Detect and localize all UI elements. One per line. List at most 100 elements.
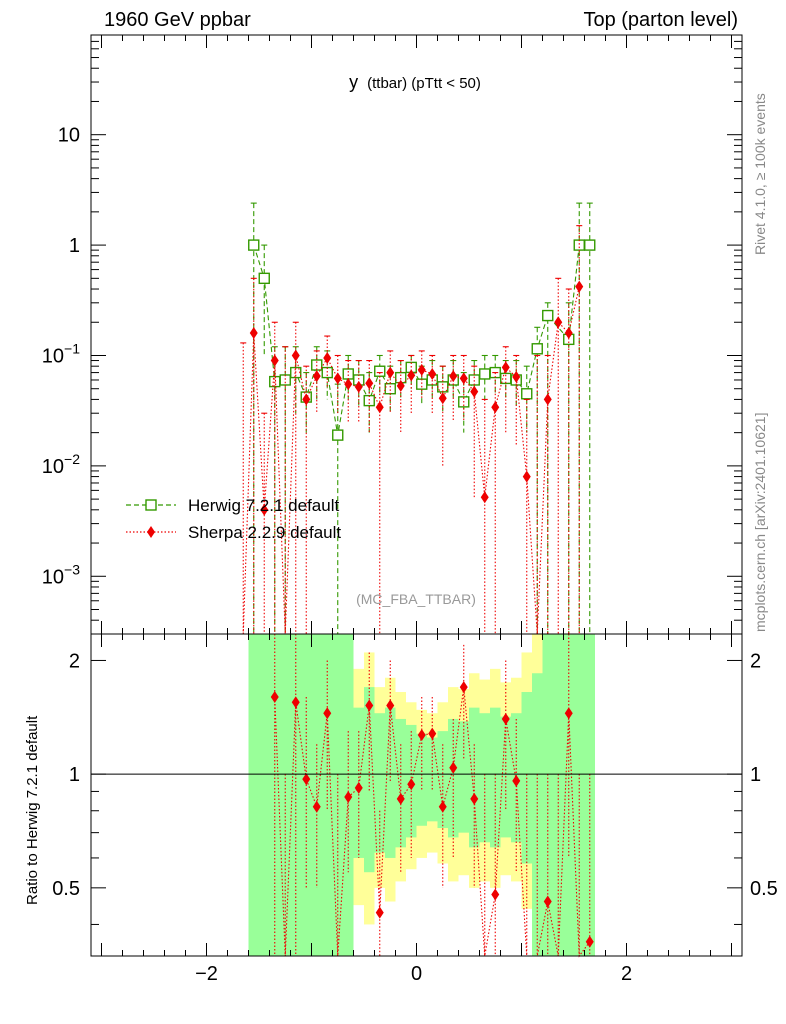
sherpa-point — [491, 401, 500, 414]
stat-uncertainty-band — [280, 634, 291, 956]
ratio-point — [396, 792, 405, 805]
sherpa-point — [564, 326, 573, 339]
stat-uncertainty-band — [427, 737, 438, 822]
legend-sherpa-label: Sherpa 2.2.9 default — [188, 523, 341, 542]
stat-uncertainty-band — [469, 707, 480, 848]
plot-title: y (ttbar) (pTtt < 50) — [349, 72, 481, 92]
y-tick-label: 10−2 — [42, 451, 80, 478]
stat-uncertainty-band — [248, 634, 259, 956]
sherpa-point — [522, 470, 531, 483]
stat-uncertainty-band — [259, 634, 270, 956]
herwig-point — [542, 309, 554, 322]
rivet-version-label: Rivet 4.1.0, ≥ 100k events — [752, 93, 768, 255]
stat-uncertainty-band — [416, 733, 427, 826]
herwig-series-line — [253, 244, 590, 436]
herwig-point — [342, 368, 354, 380]
mcplots-label: mcplots.cern.ch [arXiv:2401.10621] — [752, 413, 768, 632]
plot-title-main: y — [349, 72, 358, 92]
stat-uncertainty-band — [448, 718, 459, 838]
ratio-point — [344, 790, 353, 803]
y-tick-label-exponent: −3 — [64, 561, 80, 577]
sherpa-point — [543, 393, 552, 406]
sherpa-point — [512, 370, 521, 383]
stat-uncertainty-band — [532, 673, 543, 956]
herwig-point — [332, 429, 344, 441]
sherpa-series-line — [242, 286, 580, 635]
ratio-point — [323, 707, 332, 720]
sherpa-point — [333, 372, 342, 385]
herwig-point — [573, 239, 585, 251]
sherpa-point — [344, 378, 353, 391]
sherpa-point — [396, 379, 405, 392]
header-left: 1960 GeV ppbar — [104, 9, 251, 31]
main-panel-frame — [90, 34, 743, 635]
y-tick-label-exponent: −2 — [64, 451, 80, 467]
ratio-point — [491, 888, 500, 901]
y-tick-label: 1 — [69, 235, 80, 257]
herwig-point — [584, 239, 596, 251]
herwig-point — [479, 368, 491, 380]
sherpa-point — [554, 316, 563, 329]
ratio-point — [470, 792, 479, 805]
herwig-point — [531, 343, 543, 355]
y-tick-label-base: 10 — [42, 456, 64, 478]
ratio-point — [543, 895, 552, 908]
ratio-point — [302, 773, 311, 786]
stat-uncertainty-band — [311, 634, 322, 956]
sherpa-point — [365, 377, 374, 390]
sherpa-point — [312, 370, 321, 383]
y-tick-label: 10−1 — [42, 340, 80, 367]
sherpa-point — [386, 366, 395, 379]
stat-uncertainty-band — [374, 713, 385, 853]
ratio-point — [428, 727, 437, 740]
sherpa-point — [260, 503, 269, 516]
sherpa-point — [291, 349, 300, 362]
legend-herwig-label: Herwig 7.2.1 default — [188, 496, 339, 515]
ratio-y-axis-label: Ratio to Herwig 7.2.1 default — [24, 715, 41, 905]
sherpa-point — [438, 392, 447, 405]
ratio-point — [375, 906, 384, 919]
herwig-point — [321, 366, 333, 379]
ratio-point — [354, 781, 363, 794]
ratio-y-tick-label-right: 1 — [750, 764, 761, 786]
sherpa-point — [449, 370, 458, 383]
sherpa-point — [354, 380, 363, 393]
sherpa-point — [459, 372, 468, 385]
sherpa-point — [270, 354, 279, 367]
analysis-tag: (MC_FBA_TTBAR) — [356, 591, 476, 607]
x-tick-label: −2 — [195, 963, 218, 985]
legend: Herwig 7.2.1 default Sherpa 2.2.9 defaul… — [126, 496, 341, 542]
sherpa-point — [428, 367, 437, 380]
sherpa-point — [575, 280, 584, 293]
ratio-point — [417, 728, 426, 741]
stat-uncertainty-band — [490, 707, 501, 848]
ratio-y-tick-label-left: 1 — [69, 764, 80, 786]
ratio-y-tick-label-left: 2 — [69, 650, 80, 672]
herwig-point — [521, 388, 533, 400]
ratio-point — [365, 699, 374, 712]
legend-sherpa-marker — [147, 526, 155, 538]
y-tick-label: 10 — [58, 125, 80, 147]
ratio-point — [270, 691, 279, 704]
ratio-series-layer — [270, 634, 594, 958]
ratio-point — [407, 778, 416, 791]
sherpa-point — [470, 385, 479, 398]
herwig-point — [468, 374, 480, 386]
ratio-y-tick-label-right: 0.5 — [750, 878, 778, 900]
ratio-point — [512, 774, 521, 787]
ratio-point — [449, 761, 458, 774]
plot-title-sub: (ttbar) (pTtt < 50) — [367, 75, 481, 92]
stat-uncertainty-band — [458, 721, 469, 833]
sherpa-point — [501, 361, 510, 374]
ratio-point — [501, 712, 510, 725]
legend-item-sherpa: Sherpa 2.2.9 default — [126, 523, 341, 542]
ratio-point — [438, 800, 447, 813]
sherpa-point — [480, 491, 489, 504]
stat-uncertainty-band — [332, 634, 343, 956]
stat-uncertainty-band — [301, 634, 312, 956]
ratio-y-tick-label-left: 0.5 — [52, 878, 80, 900]
stat-uncertainty-band — [584, 634, 595, 956]
herwig-point — [279, 374, 291, 386]
y-tick-label-base: 1 — [69, 235, 80, 257]
